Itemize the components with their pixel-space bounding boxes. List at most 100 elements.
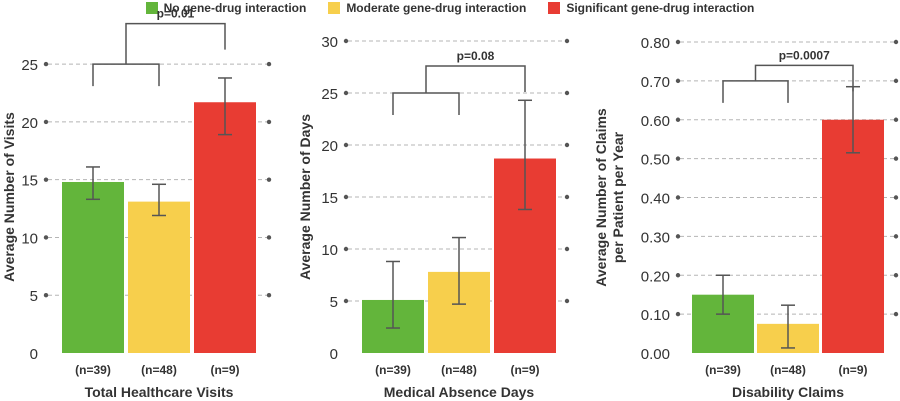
grid-dot-left [675,117,681,122]
y-tick-label: 0.80 [641,35,670,52]
bar [822,119,884,353]
grid-dot-right [564,194,570,200]
bar [194,102,256,353]
legend-item-significant: Significant gene-drug interaction [548,1,754,15]
category-label: (n=9) [510,363,539,377]
y-tick-label: 0.20 [641,268,670,285]
y-tick-label: 25 [21,57,38,74]
y-tick-label: 0.70 [641,74,670,91]
p-value-label: p=0.01 [157,7,195,21]
x-axis-label: Disability Claims [732,384,844,400]
grid-dot-right [266,61,272,67]
y-tick-label: 0 [30,346,38,363]
legend-swatch-moderate [328,2,341,14]
grid-dot-left [675,78,681,84]
p-value-label: p=0.0007 [779,48,830,62]
category-label: (n=9) [210,363,239,377]
grid-dot-right [266,177,272,182]
grid-dot-left [43,119,49,125]
grid-dot-left [675,39,681,45]
legend: No gene-drug interaction Moderate gene-d… [0,0,900,16]
grid-dot-right [564,38,570,44]
y-tick-label: 0 [330,346,338,363]
p-value-label: p=0.08 [457,49,495,63]
grid-dot-left [43,293,49,298]
legend-label-moderate: Moderate gene-drug interaction [346,1,527,15]
category-label: (n=39) [705,363,741,377]
y-tick-label: 0.10 [641,307,670,324]
grid-dot-right [266,235,272,240]
y-tick-label: 10 [21,230,38,247]
y-tick-label: 20 [321,138,338,155]
y-axis-label: per Patient per Year [610,131,626,263]
grid-dot-left [675,156,681,161]
y-axis-label: Average Number of Claims [593,108,609,287]
category-label: (n=48) [441,363,477,377]
grid-dot-left [343,246,349,252]
y-tick-label: 30 [321,34,338,51]
chart-2: 0 5 10 15 20 25 30 Average Number of Days (n=39)… [297,34,570,400]
grid-dot-right [893,78,899,84]
y-tick-label: 0.40 [641,191,670,208]
grid-dot-right [564,142,570,148]
grid-dot-left [343,142,349,148]
grid-dot-right [893,273,899,278]
y-tick-label: 5 [30,288,38,305]
y-tick-label: 25 [321,86,338,103]
category-label: (n=48) [770,363,806,377]
legend-swatch-significant [548,2,561,14]
y-tick-label: 0.60 [641,113,670,130]
y-tick-label: 0.50 [641,152,670,169]
legend-item-none: No gene-drug interaction [145,1,307,15]
y-tick-label: 0.00 [641,346,670,363]
legend-label-significant: Significant gene-drug interaction [566,1,755,15]
grid-dot-right [893,156,899,161]
grid-dot-right [893,195,899,200]
bar [62,181,124,353]
y-tick-label: 0.30 [641,229,670,246]
significance-bracket [92,22,226,87]
category-label: (n=9) [838,363,867,377]
category-label: (n=39) [375,363,411,377]
significance-bracket [722,64,854,103]
x-axis-label: Total Healthcare Visits [85,384,234,400]
grid-dot-left [675,195,681,200]
grid-dot-left [43,177,49,182]
legend-swatch-none [145,2,158,14]
chart-3: 0.00 0.10 0.20 0.30 0.40 0.50 0.60 0.70 0.80 Aver… [593,35,899,400]
y-tick-label: 5 [330,294,338,311]
grid-dot-left [43,61,49,67]
significance-bracket [392,65,526,115]
grid-dot-left [675,311,681,317]
grid-dot-left [675,234,681,239]
grid-dot-left [343,90,349,96]
grid-dot-left [675,273,681,278]
category-label: (n=39) [75,363,111,377]
grid-dot-right [893,39,899,45]
grid-dot-right [893,234,899,239]
y-tick-label: 15 [21,173,38,190]
grid-dot-right [266,119,272,125]
legend-label-none: No gene-drug interaction [163,1,307,15]
legend-item-moderate: Moderate gene-drug interaction [328,1,526,15]
y-tick-label: 15 [321,190,338,207]
grid-dot-right [893,117,899,122]
bar [128,201,190,353]
grid-dot-right [564,298,570,304]
grid-dot-right [564,90,570,96]
grid-dot-right [564,246,570,252]
chart-1: 0 5 10 15 20 25 Average Number of Visits (n=39)… [1,7,272,400]
y-axis-label: Average Number of Visits [1,112,17,282]
grid-dot-right [266,293,272,298]
y-tick-label: 10 [321,242,338,259]
grid-dot-right [893,311,899,317]
y-tick-label: 20 [21,115,38,132]
x-axis-label: Medical Absence Days [384,384,535,400]
grid-dot-left [343,38,349,44]
y-axis-label: Average Number of Days [297,114,313,280]
grid-dot-left [43,235,49,240]
grid-dot-left [343,298,349,304]
grid-dot-left [343,194,349,200]
category-label: (n=48) [141,363,177,377]
